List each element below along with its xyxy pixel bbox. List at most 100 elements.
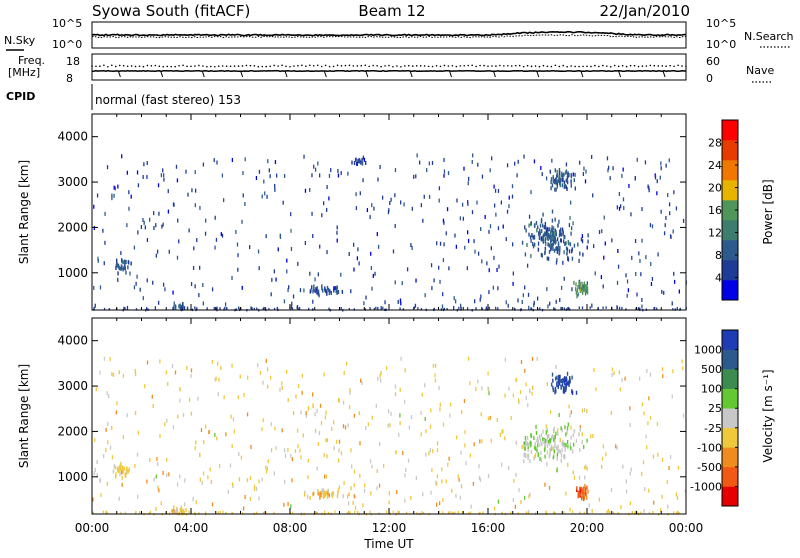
velocity-bin: [335, 439, 338, 444]
power-bin: [576, 294, 578, 299]
power-colorbar-tick-label: 16: [708, 204, 722, 217]
nave-point: [273, 64, 275, 67]
velocity-bin: [323, 493, 326, 498]
power-bin: [164, 287, 166, 292]
power-bin: [598, 230, 601, 235]
power-bin: [527, 292, 530, 297]
power-bin: [303, 288, 305, 293]
velocity-bin: [144, 384, 146, 389]
velocity-bin: [554, 440, 556, 445]
power-bin: [586, 245, 588, 250]
power-bin: [557, 243, 560, 248]
power-bin: [257, 249, 260, 254]
velocity-bin: [441, 467, 443, 472]
power-bin: [481, 259, 483, 264]
power-bin: [333, 286, 335, 291]
power-bin: [403, 202, 405, 207]
power-bin: [532, 235, 535, 240]
power-bin: [626, 293, 628, 298]
velocity-bin: [353, 413, 356, 418]
velocity-bin: [116, 466, 119, 471]
nave-point: [439, 65, 442, 68]
velocity-bin: [479, 439, 481, 444]
power-bin: [569, 200, 572, 205]
velocity-colorbar-tick-label: 1000: [694, 344, 722, 357]
velocity-bin: [478, 464, 480, 469]
nave-point: [162, 65, 165, 68]
velocity-bin: [96, 460, 98, 465]
power-bin: [551, 183, 554, 188]
power-bin: [448, 266, 450, 271]
velocity-bin: [338, 398, 340, 403]
nave-point: [629, 64, 632, 67]
velocity-bin: [558, 413, 560, 418]
velocity-bin: [109, 445, 112, 450]
velocity-bin: [327, 491, 329, 496]
velocity-bin: [477, 379, 479, 384]
velocity-bin: [558, 379, 560, 384]
nave-point: [99, 65, 101, 68]
power-bin: [160, 173, 163, 178]
power-colorbar-swatch: [722, 260, 738, 281]
power-bin: [312, 308, 314, 311]
power-bin: [612, 166, 614, 171]
velocity-bin: [551, 434, 554, 439]
velocity-bin: [338, 448, 340, 453]
power-bin: [553, 307, 555, 310]
power-bin: [636, 157, 638, 162]
power-bin: [616, 306, 619, 309]
nave-point: [103, 64, 105, 67]
nsearch-tick-bottom: 10^0: [706, 38, 736, 51]
velocity-bin: [552, 378, 554, 383]
velocity-bin: [653, 500, 655, 505]
velocity-bin: [195, 500, 197, 505]
velocity-bin: [95, 387, 97, 392]
power-bin: [266, 194, 268, 199]
time-tick-label: 16:00: [471, 521, 506, 535]
power-bin: [521, 300, 523, 305]
power-bin: [438, 198, 440, 203]
velocity-bin: [554, 386, 557, 391]
power-bin: [525, 228, 527, 233]
power-bin: [578, 160, 581, 165]
power-bin: [144, 225, 146, 230]
velocity-bin: [579, 486, 581, 491]
power-bin: [330, 168, 332, 173]
power-bin: [585, 169, 587, 174]
power-bin: [199, 205, 201, 210]
velocity-bin: [314, 428, 317, 433]
velocity-bin: [347, 510, 350, 514]
velocity-bin: [567, 462, 569, 467]
power-bin: [671, 301, 673, 306]
power-bin: [353, 267, 355, 272]
nave-point: [463, 64, 466, 67]
velocity-bin: [579, 493, 581, 498]
power-bin: [545, 229, 548, 234]
power-bin: [235, 229, 237, 234]
power-bin: [373, 206, 375, 211]
velocity-bin: [442, 511, 444, 514]
velocity-bin: [425, 429, 427, 434]
power-bin: [288, 285, 290, 290]
power-colorbar-swatch: [722, 160, 738, 181]
power-bin: [616, 205, 619, 210]
nave-point: [419, 65, 422, 67]
velocity-bin: [516, 377, 518, 382]
power-bin: [460, 306, 462, 310]
velocity-colorbar-tick-label: -100: [697, 441, 722, 454]
power-bin: [618, 191, 621, 196]
power-bin: [496, 268, 498, 273]
velocity-bin: [527, 509, 530, 514]
velocity-bin: [629, 501, 632, 506]
velocity-bin: [176, 510, 178, 515]
nave-point: [316, 64, 319, 67]
power-bin: [477, 162, 479, 167]
power-bin: [552, 228, 554, 233]
power-bin: [565, 178, 567, 183]
power-bin: [530, 222, 532, 227]
velocity-bin: [362, 503, 364, 508]
power-bin: [552, 236, 554, 241]
velocity-bin: [634, 511, 636, 514]
power-bin: [546, 287, 548, 292]
power-bin: [215, 237, 218, 242]
